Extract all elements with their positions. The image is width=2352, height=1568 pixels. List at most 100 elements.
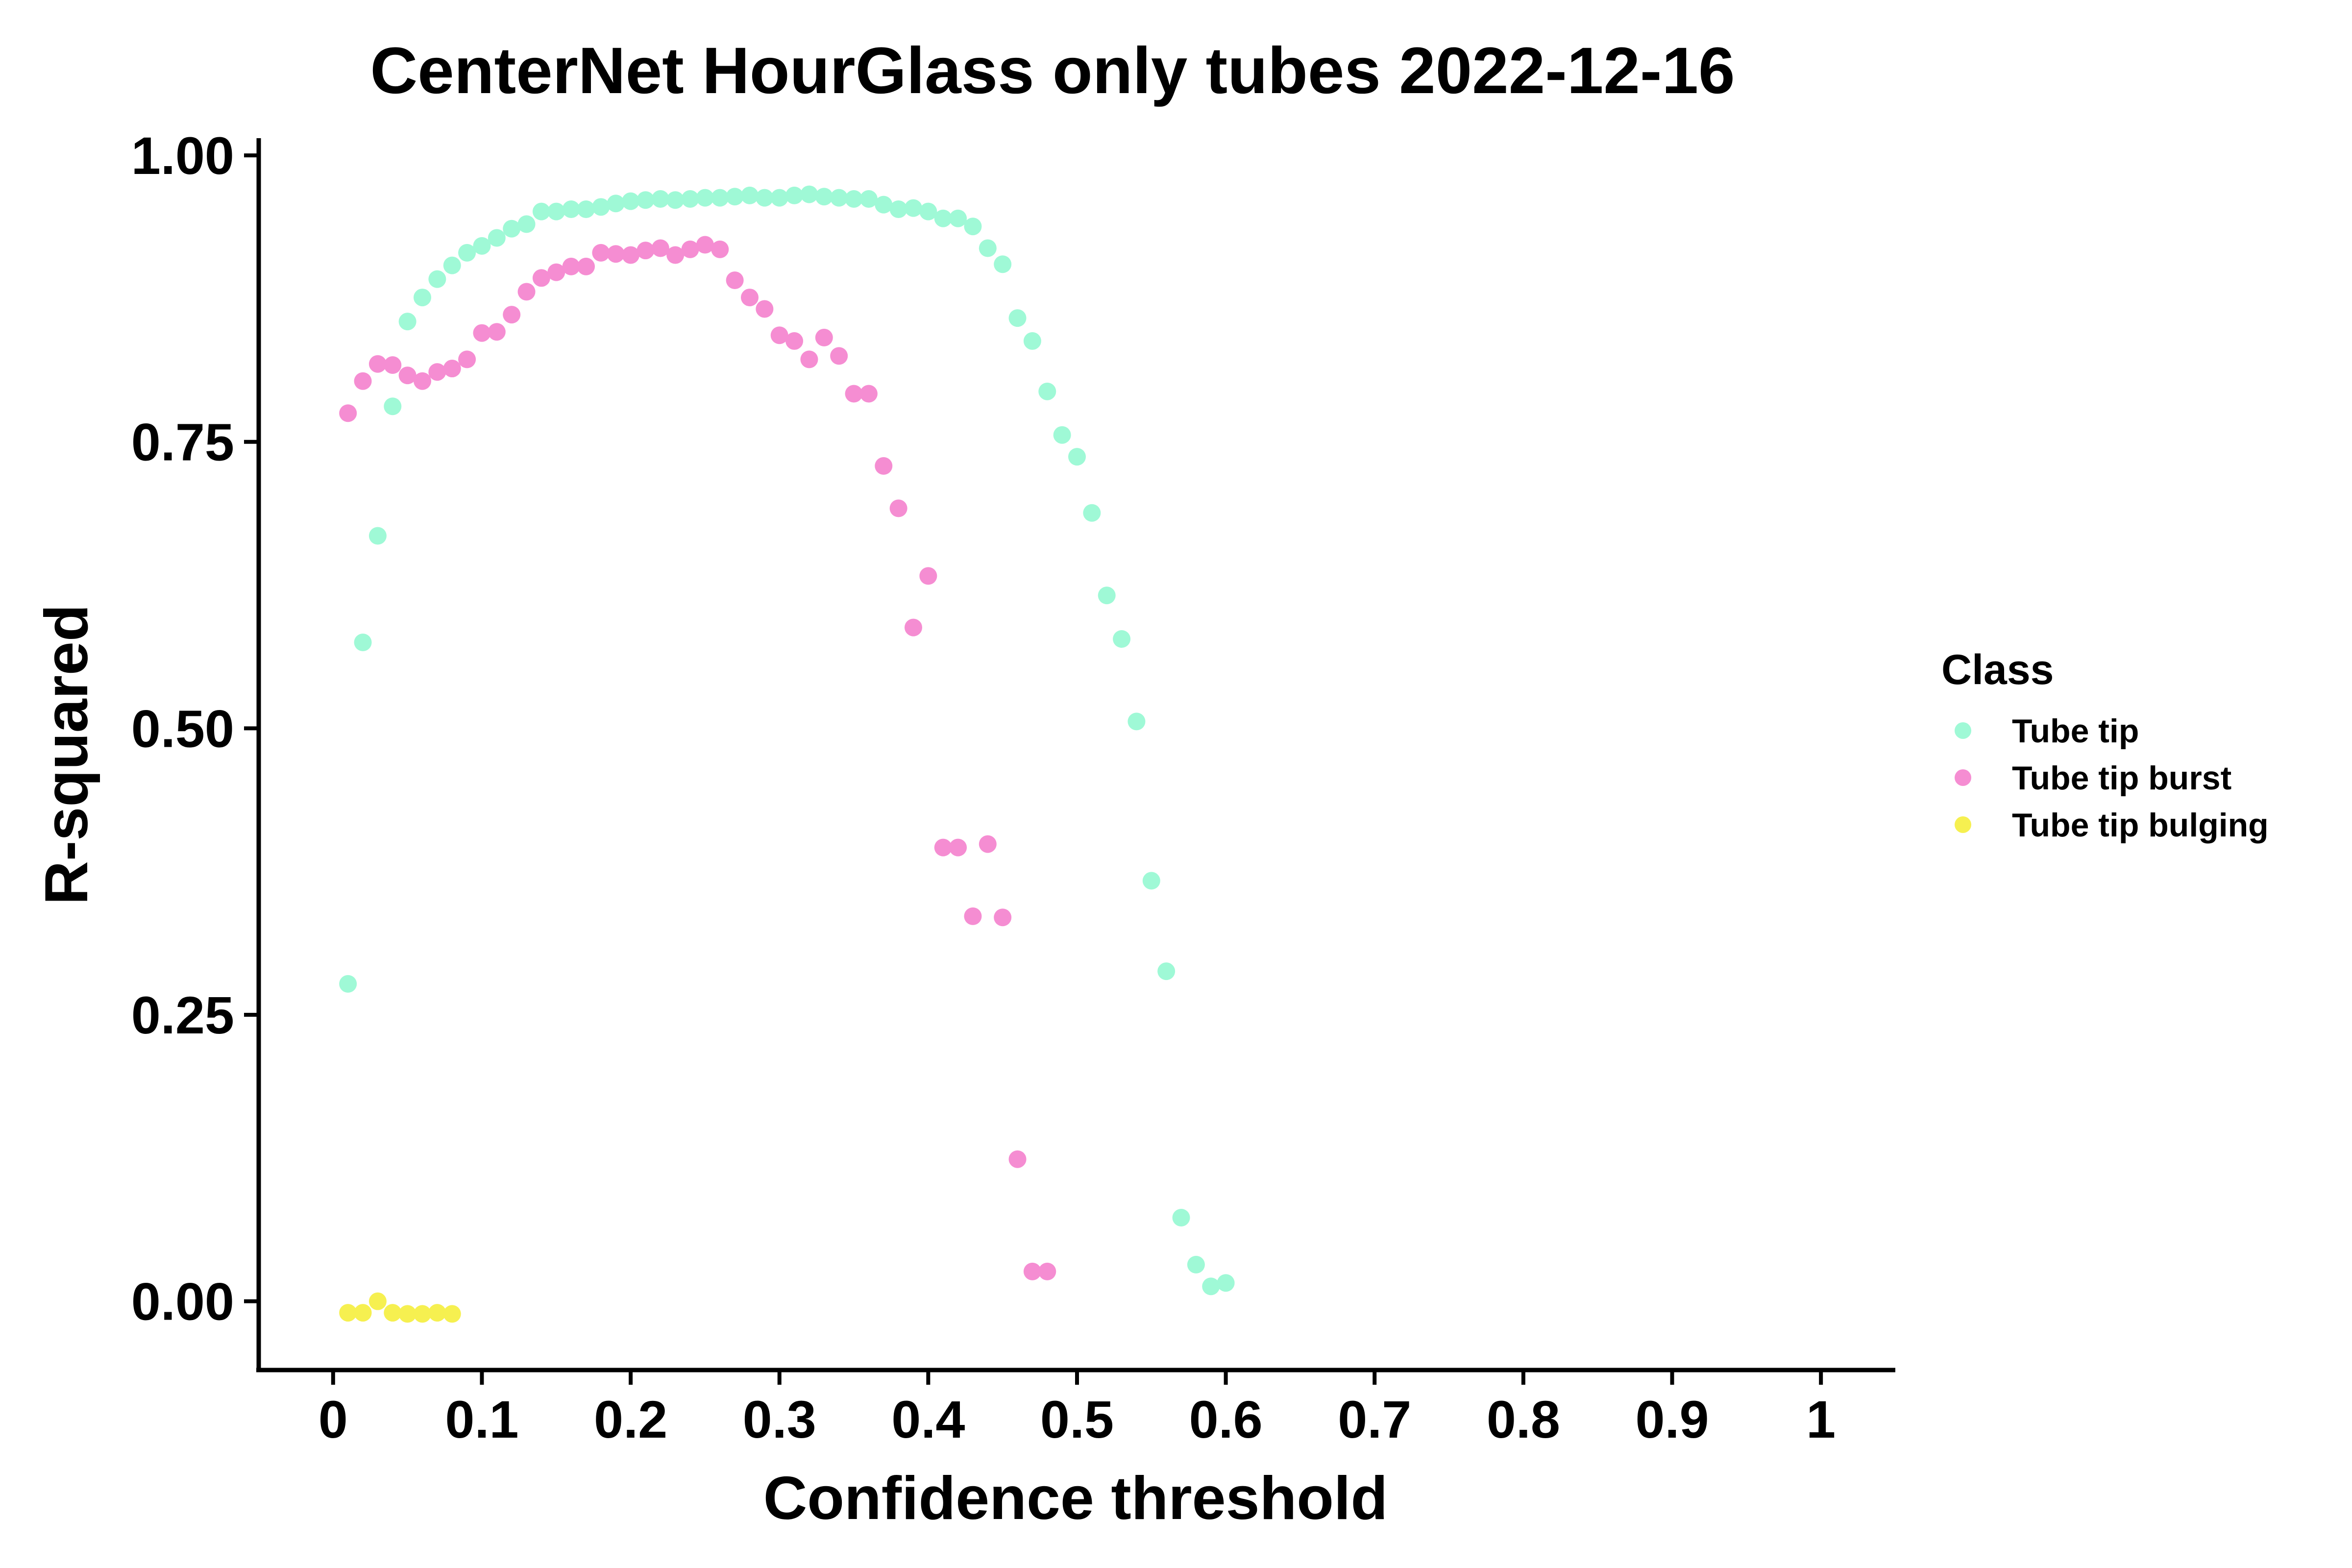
- data-point: [547, 202, 565, 220]
- data-point: [964, 218, 982, 236]
- data-point: [770, 326, 788, 344]
- data-point: [562, 200, 580, 218]
- data-point: [815, 328, 833, 346]
- data-point: [1008, 309, 1027, 327]
- data-point: [696, 236, 714, 254]
- data-point: [354, 372, 372, 390]
- data-point: [607, 195, 625, 213]
- data-point: [1113, 630, 1131, 648]
- data-point: [414, 289, 431, 307]
- data-point: [741, 289, 759, 307]
- x-tick-label: 1: [1806, 1390, 1836, 1449]
- data-point: [592, 244, 610, 262]
- data-point: [458, 244, 476, 262]
- series-tube-tip-burst: [339, 236, 1056, 1280]
- data-point: [994, 908, 1012, 927]
- data-point: [368, 527, 387, 545]
- data-point: [1142, 872, 1160, 890]
- data-point: [1217, 1274, 1235, 1292]
- data-point: [726, 188, 744, 206]
- data-point: [503, 220, 521, 238]
- data-point: [741, 186, 759, 204]
- data-point: [1187, 1255, 1205, 1274]
- data-point: [1127, 712, 1146, 731]
- series-tube-tip-bulging: [339, 1292, 461, 1323]
- data-point: [889, 499, 907, 517]
- data-point: [875, 196, 893, 214]
- x-tick-label: 0.5: [1040, 1390, 1114, 1449]
- legend-key: [1955, 816, 1971, 833]
- data-point: [889, 200, 907, 218]
- data-point: [398, 1305, 416, 1323]
- data-point: [666, 246, 685, 264]
- legend-label: Tube tip bulging: [2012, 807, 2269, 844]
- data-point: [488, 229, 506, 247]
- data-point: [443, 256, 461, 274]
- x-axis-title: Confidence threshold: [763, 1465, 1388, 1532]
- x-tick-label: 0.2: [594, 1390, 667, 1449]
- data-point: [503, 306, 521, 324]
- data-point: [1202, 1277, 1220, 1296]
- data-point: [651, 190, 669, 208]
- data-point: [354, 633, 372, 651]
- data-point: [681, 240, 699, 258]
- data-point: [547, 263, 565, 281]
- data-point: [1172, 1208, 1190, 1226]
- x-tick-label: 0.7: [1338, 1390, 1411, 1449]
- data-point: [875, 457, 893, 475]
- x-axis-ticks: 0 0.1 0.2 0.3 0.4 0.5 0.6 0.7 0.8 0.9 1: [318, 1370, 1836, 1449]
- data-point: [979, 835, 997, 853]
- data-point: [949, 209, 967, 227]
- data-point: [666, 191, 685, 209]
- data-point: [384, 1304, 402, 1322]
- data-point: [368, 355, 387, 373]
- data-point: [354, 1304, 372, 1322]
- legend-label: Tube tip burst: [2012, 760, 2231, 797]
- data-point: [770, 189, 788, 207]
- data-point: [859, 190, 878, 208]
- data-point: [622, 246, 640, 264]
- data-point: [681, 190, 699, 208]
- series-tube-tip: [339, 185, 1235, 1296]
- data-point: [1038, 382, 1056, 400]
- data-point: [414, 372, 431, 390]
- legend-key: [1955, 722, 1971, 739]
- data-point: [934, 209, 952, 227]
- y-tick-label: 0.75: [131, 413, 234, 472]
- legend-label: Tube tip: [2012, 712, 2139, 750]
- y-axis-title: R-squared: [33, 604, 100, 905]
- plot-area: [339, 185, 1235, 1323]
- data-point: [398, 367, 416, 385]
- data-point: [800, 350, 818, 368]
- x-tick-label: 0.9: [1635, 1390, 1709, 1449]
- x-tick-label: 0.6: [1189, 1390, 1263, 1449]
- x-tick-label: 0.8: [1487, 1390, 1560, 1449]
- legend-items: Tube tip Tube tip burst Tube tip bulging: [1955, 712, 2269, 844]
- legend-key: [1955, 769, 1971, 786]
- data-point: [339, 1304, 357, 1322]
- data-point: [711, 240, 729, 258]
- data-point: [1023, 1262, 1041, 1280]
- data-point: [1023, 332, 1041, 350]
- data-point: [859, 385, 878, 403]
- data-point: [428, 270, 446, 288]
- data-point: [577, 200, 595, 218]
- data-point: [577, 257, 595, 275]
- data-point: [339, 975, 357, 993]
- data-point: [458, 350, 476, 368]
- data-point: [368, 1292, 387, 1310]
- data-point: [696, 189, 714, 207]
- data-point: [637, 242, 655, 260]
- data-point: [1068, 448, 1086, 466]
- y-axis-ticks: 0.00 0.25 0.50 0.75 1.00: [131, 126, 259, 1331]
- data-point: [339, 404, 357, 422]
- data-point: [428, 1304, 446, 1322]
- data-point: [517, 215, 536, 233]
- data-point: [414, 1305, 431, 1323]
- data-point: [830, 347, 848, 365]
- data-point: [637, 191, 655, 209]
- data-point: [1038, 1262, 1056, 1280]
- data-point: [443, 1305, 461, 1323]
- data-point: [592, 198, 610, 216]
- data-point: [443, 360, 461, 378]
